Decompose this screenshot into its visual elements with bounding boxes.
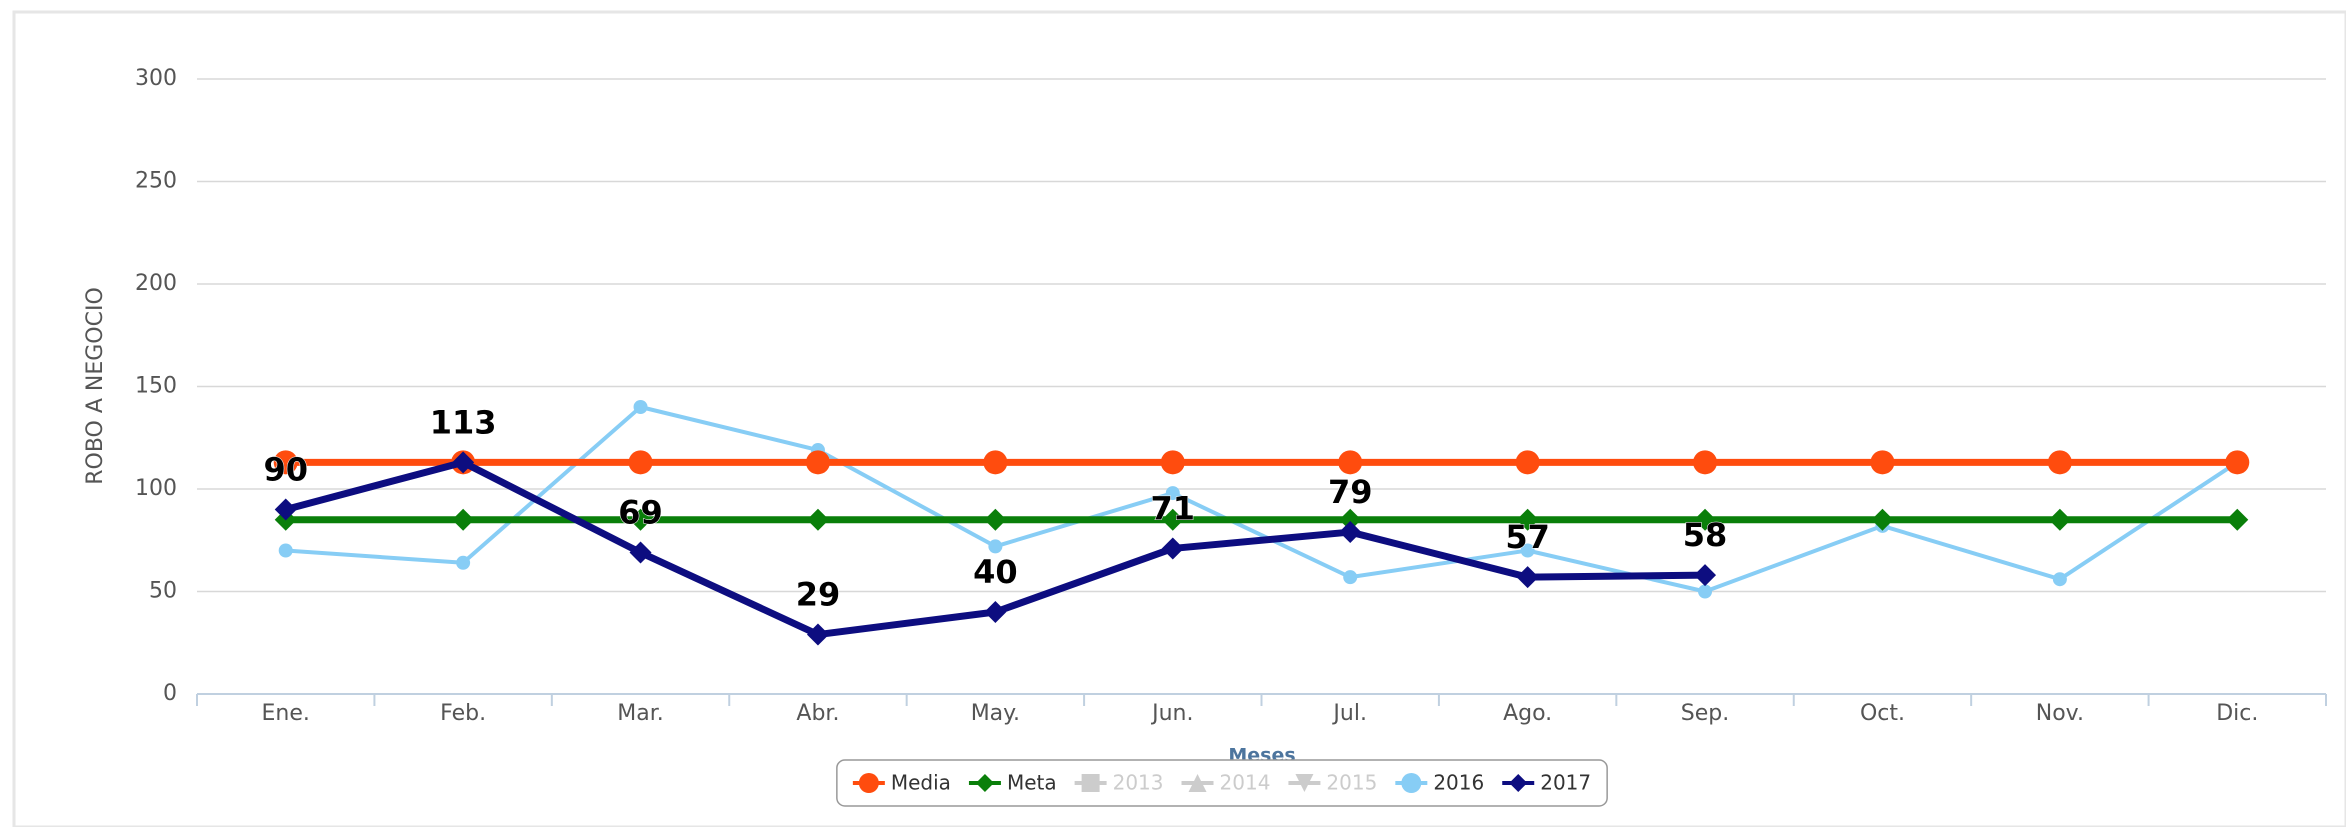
- legend-label: 2014: [1220, 771, 1271, 795]
- x-tick-label: Abr.: [796, 701, 839, 726]
- point: [1694, 508, 1717, 531]
- data-label: 58: [1683, 516, 1728, 554]
- x-tick-label: Feb.: [440, 701, 486, 726]
- point: [1516, 566, 1539, 589]
- legend-item[interactable]: 2014: [1181, 771, 1271, 795]
- legend-item[interactable]: 2015: [1288, 771, 1377, 795]
- x-tick-label: Dic.: [2216, 701, 2258, 726]
- legend-item[interactable]: 2016: [1395, 771, 1484, 795]
- legend-label: 2016: [1433, 771, 1484, 795]
- point: [1694, 564, 1717, 587]
- y-tick-label: 300: [135, 66, 177, 91]
- point: [984, 508, 1007, 531]
- y-tick-label: 250: [135, 169, 177, 194]
- legend: Media Meta 2013 2014 2015 2016 2017: [836, 759, 1608, 807]
- point: [1698, 584, 1713, 599]
- x-tick-label: Nov.: [2036, 701, 2084, 726]
- y-axis-label: ROBO A NEGOCIO: [83, 287, 108, 485]
- point: [1343, 570, 1358, 585]
- point: [2048, 508, 2071, 531]
- x-tick-label: Ago.: [1503, 701, 1552, 726]
- legend-symbol: [975, 774, 994, 792]
- y-tick-label: 0: [163, 681, 177, 706]
- point: [806, 508, 829, 531]
- legend-symbol: [1509, 774, 1528, 792]
- point: [452, 451, 475, 474]
- x-tick-label: Oct.: [1860, 701, 1905, 726]
- point: [1871, 508, 1894, 531]
- point: [273, 450, 298, 475]
- point: [1161, 537, 1184, 560]
- point: [2047, 450, 2072, 475]
- y-tick-label: 50: [149, 579, 177, 604]
- data-label: 57: [1505, 518, 1550, 556]
- point: [2226, 508, 2249, 531]
- data-label: 69: [618, 494, 663, 532]
- legend-symbol: [858, 773, 879, 793]
- point: [452, 508, 475, 531]
- frame: [12, 10, 2346, 827]
- data-label: 79: [1328, 473, 1373, 511]
- point: [1161, 508, 1184, 531]
- legend-item[interactable]: 2013: [1074, 771, 1164, 795]
- point: [1515, 450, 1540, 475]
- point: [1339, 521, 1362, 544]
- point: [274, 498, 297, 521]
- point: [988, 539, 1003, 554]
- x-tick-label: May.: [971, 701, 1020, 726]
- point: [1339, 508, 1362, 531]
- legend-label: 2015: [1326, 771, 1377, 795]
- series-line: [285, 405, 2239, 594]
- point: [278, 543, 293, 558]
- legend-item[interactable]: Media: [852, 771, 951, 795]
- x-tick-label: Mar.: [617, 701, 663, 726]
- y-tick-label: 200: [135, 271, 177, 296]
- data-label: 113: [430, 403, 497, 441]
- legend-symbol: [1401, 773, 1422, 793]
- legend-label: 2013: [1113, 771, 1164, 795]
- legend-symbol: [1081, 774, 1100, 792]
- point: [633, 400, 648, 414]
- point: [1165, 486, 1180, 501]
- point: [628, 450, 653, 475]
- x-tick-label: Ene.: [262, 701, 310, 726]
- point: [1160, 450, 1185, 475]
- y-tick-label: 100: [135, 476, 177, 501]
- legend-label: Media: [891, 771, 951, 795]
- point: [456, 555, 471, 570]
- data-label: 90: [263, 451, 308, 489]
- point: [1338, 450, 1363, 475]
- point: [2052, 572, 2067, 587]
- point: [2225, 450, 2250, 475]
- data-label: 71: [1151, 489, 1196, 527]
- point: [983, 450, 1008, 475]
- legend-label: Meta: [1007, 771, 1057, 795]
- legend-item[interactable]: Meta: [968, 771, 1057, 795]
- point: [1693, 450, 1718, 475]
- legend-box: [836, 759, 1608, 807]
- data-label: 40: [973, 553, 1018, 591]
- x-tick-label: Sep.: [1681, 701, 1729, 726]
- y-tick-label: 150: [135, 374, 177, 399]
- point: [629, 541, 652, 564]
- point: [984, 601, 1007, 623]
- point: [806, 623, 829, 646]
- point: [1520, 543, 1535, 558]
- x-tick-label: Jun.: [1150, 701, 1193, 726]
- point: [629, 508, 652, 531]
- x-tick-label: Jul.: [1331, 701, 1367, 726]
- legend-label: 2017: [1540, 771, 1591, 795]
- point: [1870, 450, 1895, 475]
- legend-symbol: [1188, 774, 1207, 792]
- point: [805, 450, 830, 475]
- legend-item[interactable]: 2017: [1502, 771, 1591, 795]
- legend-symbol: [1295, 774, 1314, 792]
- data-label: 29: [796, 576, 841, 614]
- point: [1516, 508, 1539, 531]
